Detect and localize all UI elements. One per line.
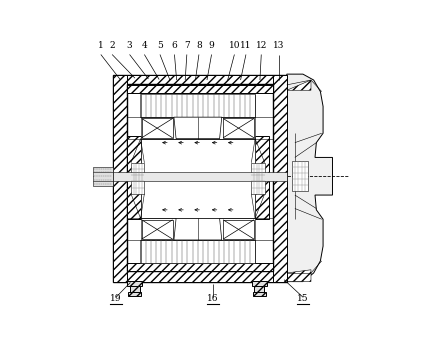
Text: 4: 4	[141, 42, 147, 51]
Text: 5: 5	[157, 42, 162, 51]
Bar	[126, 85, 272, 94]
Bar	[126, 136, 140, 219]
Bar	[251, 163, 264, 194]
Text: 8: 8	[196, 42, 201, 51]
Bar	[140, 94, 255, 117]
Bar	[129, 285, 139, 292]
Bar	[141, 220, 172, 239]
Bar	[254, 136, 268, 219]
Text: 12: 12	[255, 42, 266, 51]
Text: 15: 15	[297, 294, 308, 303]
Bar	[128, 292, 141, 296]
Bar	[126, 84, 272, 272]
Bar	[272, 75, 286, 282]
Polygon shape	[286, 74, 332, 282]
Bar	[113, 272, 286, 282]
Bar	[140, 218, 254, 240]
Text: 10: 10	[228, 42, 240, 51]
Text: 2: 2	[109, 42, 115, 51]
Bar	[113, 75, 286, 85]
Bar	[113, 75, 126, 282]
Bar	[131, 163, 144, 194]
Text: 6: 6	[171, 42, 177, 51]
Polygon shape	[173, 218, 221, 240]
Text: 11: 11	[240, 42, 251, 51]
Bar	[113, 172, 286, 180]
Bar	[140, 240, 255, 263]
Text: 19: 19	[110, 294, 122, 303]
Bar	[223, 220, 254, 239]
Text: 9: 9	[208, 42, 214, 51]
Bar	[113, 75, 286, 282]
Bar	[223, 118, 254, 138]
Polygon shape	[173, 117, 221, 139]
Bar	[93, 166, 113, 186]
Text: 13: 13	[272, 42, 284, 51]
Polygon shape	[286, 270, 310, 282]
Bar	[140, 139, 254, 218]
Bar	[126, 281, 142, 287]
Bar	[141, 118, 172, 138]
Bar	[251, 281, 267, 287]
Polygon shape	[286, 80, 310, 90]
Bar	[252, 292, 265, 296]
Text: 7: 7	[184, 42, 189, 51]
Bar	[254, 285, 264, 292]
Bar	[292, 162, 307, 191]
Text: 3: 3	[127, 42, 132, 51]
Text: 16: 16	[207, 294, 218, 303]
Bar	[140, 117, 254, 139]
Text: 1: 1	[98, 42, 103, 51]
Bar	[126, 263, 272, 272]
